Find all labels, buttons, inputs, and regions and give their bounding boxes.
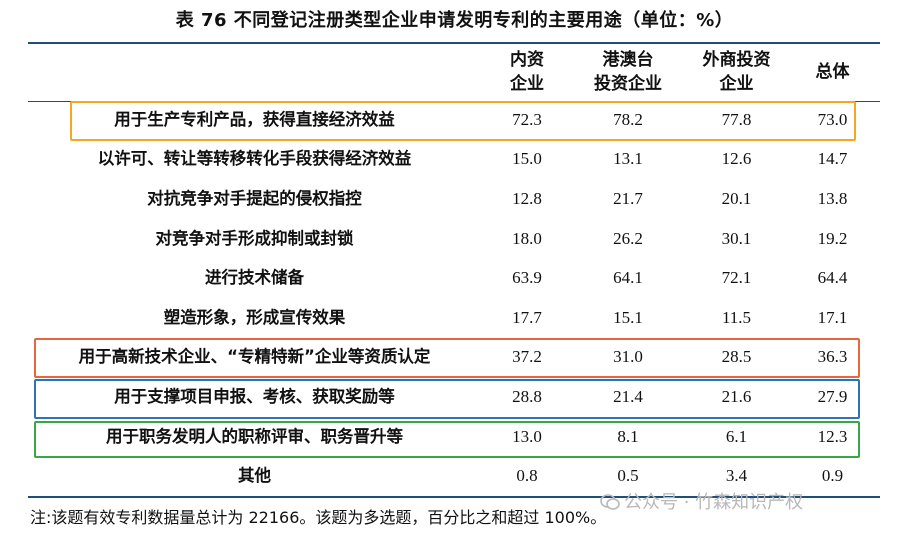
table-row: 以许可、转让等转移转化手段获得经济效益 15.0 13.1 12.6 14.7	[28, 139, 880, 179]
watermark-text: 公众号 · 竹森知识产权	[624, 492, 804, 513]
value-cell: 15.1	[613, 308, 643, 327]
column-header-line: 总体	[815, 62, 850, 82]
value-cell: 21.4	[613, 387, 643, 406]
table-row: 其他 0.8 0.5 3.4 0.9	[28, 456, 880, 496]
value-cell: 19.2	[817, 229, 848, 248]
table-note: 注:该题有效专利数据量总计为 22166。该题为多选题，百分比之和超过 100%…	[30, 508, 607, 527]
value-cell: 12.6	[721, 149, 752, 168]
column-header-total: 总体	[790, 46, 875, 98]
table-top-rule	[28, 42, 880, 44]
column-header-line: 投资企业	[594, 74, 662, 94]
table-row: 用于职务发明人的职称评审、职务晋升等 13.0 8.1 6.1 12.3	[28, 417, 880, 457]
row-label: 用于职务发明人的职称评审、职务晋升等	[106, 427, 403, 446]
column-header-line: 企业	[719, 74, 754, 94]
value-cell: 12.8	[512, 189, 542, 208]
row-label: 对竞争对手形成抑制或封锁	[155, 229, 354, 248]
table-row: 对竞争对手形成抑制或封锁 18.0 26.2 30.1 19.2	[28, 219, 880, 259]
table-row: 对抗竞争对手提起的侵权指控 12.8 21.7 20.1 13.8	[28, 179, 880, 219]
column-header-hk-macao-taiwan: 港澳台 投资企业	[573, 46, 683, 98]
value-cell: 17.1	[817, 308, 848, 327]
row-label: 其他	[238, 466, 271, 485]
value-cell: 15.0	[512, 149, 542, 168]
value-cell: 21.7	[613, 189, 643, 208]
value-cell: 37.2	[512, 347, 542, 366]
highlight-box-blue	[34, 379, 860, 419]
value-cell: 21.6	[721, 387, 752, 406]
value-cell: 30.1	[721, 229, 752, 248]
table-row: 用于支撑项目申报、考核、获取奖励等 28.8 21.4 21.6 27.9	[28, 377, 880, 417]
row-label: 进行技术储备	[205, 268, 304, 287]
highlight-box-red	[34, 338, 860, 378]
table-row: 进行技术储备 63.9 64.1 72.1 64.4	[28, 258, 880, 298]
column-header-foreign: 外商投资 企业	[683, 46, 790, 98]
wechat-icon	[600, 494, 620, 510]
value-cell: 12.3	[817, 427, 848, 446]
highlight-box-orange	[70, 101, 856, 141]
value-cell: 18.0	[512, 229, 542, 248]
table-row: 塑造形象，形成宣传效果 17.7 15.1 11.5 17.1	[28, 298, 880, 338]
value-cell: 64.4	[817, 268, 848, 287]
value-cell: 31.0	[613, 347, 643, 366]
highlight-box-green	[34, 421, 860, 458]
value-cell: 6.1	[725, 427, 748, 446]
value-cell: 20.1	[721, 189, 752, 208]
value-cell: 63.9	[512, 268, 542, 287]
table-title: 表 76 不同登记注册类型企业申请发明专利的主要用途（单位：%）	[175, 10, 734, 31]
value-cell: 11.5	[721, 308, 752, 327]
value-cell: 13.8	[817, 189, 848, 208]
table-bottom-rule	[28, 496, 880, 498]
row-label: 用于高新技术企业、“专精特新”企业等资质认定	[78, 347, 431, 366]
column-header-line: 内资	[510, 50, 544, 70]
value-cell: 73.0	[817, 110, 848, 129]
value-cell: 27.9	[817, 387, 848, 406]
value-cell: 13.0	[512, 427, 542, 446]
value-cell: 77.8	[721, 110, 752, 129]
column-header-domestic: 内资 企业	[481, 46, 573, 98]
value-cell: 78.2	[613, 110, 643, 129]
value-cell: 36.3	[817, 347, 848, 366]
value-cell: 28.8	[512, 387, 542, 406]
value-cell: 72.1	[721, 268, 752, 287]
value-cell: 8.1	[617, 427, 639, 446]
column-header-line: 港澳台	[602, 50, 654, 70]
row-label: 用于支撑项目申报、考核、获取奖励等	[114, 387, 395, 406]
value-cell: 28.5	[721, 347, 752, 366]
value-cell: 3.4	[725, 466, 748, 485]
value-cell: 14.7	[817, 149, 848, 168]
watermark: 公众号 · 竹森知识产权	[600, 488, 803, 514]
table-row: 用于生产专利产品，获得直接经济效益 72.3 78.2 77.8 73.0	[28, 100, 880, 140]
row-label: 以许可、转让等转移转化手段获得经济效益	[97, 149, 412, 168]
value-cell: 0.9	[821, 466, 844, 485]
value-cell: 17.7	[512, 308, 542, 327]
value-cell: 64.1	[613, 268, 643, 287]
column-header-line: 企业	[510, 74, 544, 94]
value-cell: 26.2	[613, 229, 643, 248]
row-label: 用于生产专利产品，获得直接经济效益	[114, 110, 395, 129]
value-cell: 13.1	[613, 149, 643, 168]
table-row: 用于高新技术企业、“专精特新”企业等资质认定 37.2 31.0 28.5 36.3	[28, 337, 880, 377]
column-header-line: 外商投资	[702, 50, 771, 70]
value-cell: 0.8	[516, 466, 538, 485]
row-label: 塑造形象，形成宣传效果	[163, 308, 346, 327]
row-label: 对抗竞争对手提起的侵权指控	[147, 189, 362, 208]
value-cell: 0.5	[617, 466, 639, 485]
value-cell: 72.3	[512, 110, 542, 129]
